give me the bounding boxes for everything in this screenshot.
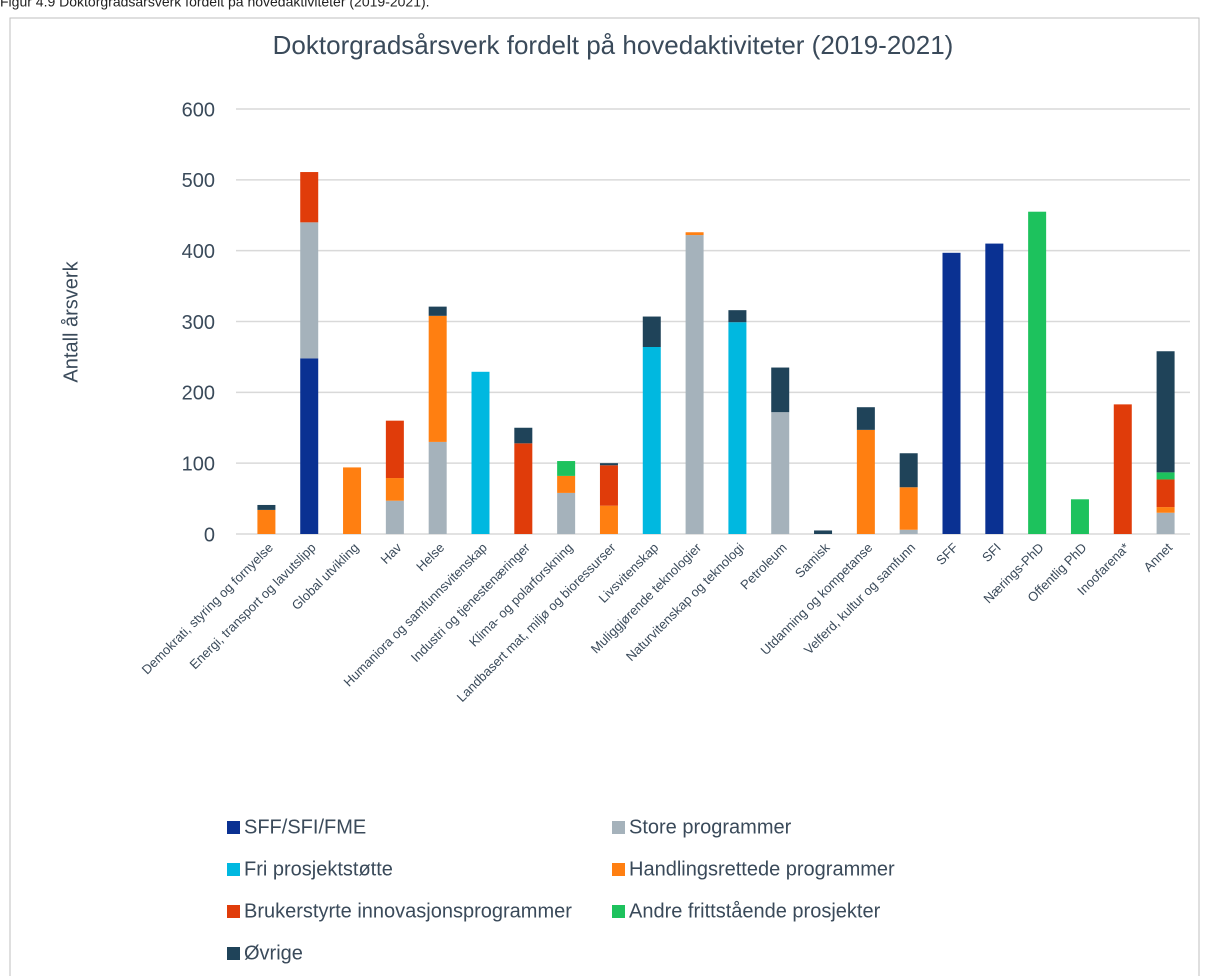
x-tick-label: SFF: [933, 540, 961, 568]
bar-segment: [985, 243, 1004, 535]
bar-segment: [1113, 404, 1132, 534]
legend-swatch: [227, 947, 240, 960]
x-tick-label: Hav: [377, 540, 404, 567]
bar-segment: [599, 463, 618, 466]
bar-segment: [899, 529, 918, 534]
legend-label: Fri prosjektstøtte: [244, 858, 393, 880]
x-tick-label: Helse: [413, 540, 447, 574]
bar-segment: [1156, 507, 1175, 513]
bar-segment: [300, 222, 319, 359]
legend-swatch: [612, 905, 625, 918]
bar-segment: [471, 371, 490, 534]
bar-segment: [899, 487, 918, 530]
bar-segment: [1156, 472, 1175, 480]
bar-segment: [899, 453, 918, 488]
bar-segment: [557, 492, 576, 534]
legend-label: Handlingsrettede programmer: [629, 858, 895, 880]
bar-segment: [642, 316, 661, 347]
legend-swatch: [612, 863, 625, 876]
bar-segment: [428, 315, 447, 442]
chart-title: Doktorgradsårsverk fordelt på hovedaktiv…: [273, 30, 954, 60]
bar-segment: [428, 441, 447, 534]
y-tick-label: 0: [204, 524, 215, 546]
legend-label: Øvrige: [244, 942, 303, 964]
legend-swatch: [227, 905, 240, 918]
bar-segment: [728, 310, 747, 323]
bar-segment: [856, 429, 875, 534]
legend-swatch: [227, 863, 240, 876]
bar-segment: [428, 306, 447, 316]
bar-segment: [599, 505, 618, 534]
x-tick-label: Samisk: [792, 540, 833, 581]
bar-segment: [385, 500, 404, 534]
bar-segment: [685, 235, 704, 535]
bar-segment: [1156, 479, 1175, 508]
bar-segment: [557, 461, 576, 476]
bar-segment: [685, 232, 704, 236]
bar-segment: [599, 465, 618, 506]
bar-segment: [728, 322, 747, 534]
legend-swatch: [612, 821, 625, 834]
y-tick-label: 600: [182, 99, 215, 121]
bar-segment: [1028, 211, 1047, 535]
bar-segment: [1156, 512, 1175, 534]
bar-segment: [642, 347, 661, 534]
bar-segment: [771, 367, 790, 413]
caption: Figur 4.9 Doktorgradsårsverk fordelt på …: [0, 0, 430, 10]
y-tick-label: 300: [182, 312, 215, 334]
bar-segment: [814, 530, 833, 534]
x-tick-label: Petroleum: [737, 540, 790, 593]
legend-swatch: [227, 821, 240, 834]
bar-segment: [557, 475, 576, 493]
bar-segment: [300, 358, 319, 534]
y-tick-label: 400: [182, 241, 215, 263]
y-tick-label: 500: [182, 170, 215, 192]
bar-segment: [1156, 351, 1175, 473]
bar-segment: [257, 504, 276, 510]
y-tick-label: 200: [182, 383, 215, 405]
legend-label: Andre frittstående prosjekter: [629, 900, 881, 922]
legend-label: Brukerstyrte innovasjonsprogrammer: [244, 900, 572, 922]
bar-segment: [300, 172, 319, 223]
bar-segment: [514, 427, 533, 444]
bar-segment: [1070, 499, 1089, 534]
chart-frame: [9, 17, 1200, 976]
bar-segment: [385, 478, 404, 501]
bar-segment: [856, 407, 875, 430]
legend-label: Store programmer: [629, 816, 792, 838]
bar-segment: [343, 467, 362, 534]
x-tick-label: Landbasert mat, miljø og bioressurser: [454, 539, 619, 704]
x-tick-label: SFI: [979, 540, 1004, 565]
bar-segment: [514, 443, 533, 534]
x-tick-label: Annet: [1141, 540, 1176, 575]
y-tick-label: 100: [182, 453, 215, 475]
bar-segment: [942, 252, 961, 534]
bar-segment: [771, 412, 790, 534]
y-axis-label: Antall årsverk: [60, 260, 82, 382]
legend-label: SFF/SFI/FME: [244, 816, 366, 838]
bar-segment: [257, 509, 276, 534]
bar-segment: [385, 420, 404, 479]
